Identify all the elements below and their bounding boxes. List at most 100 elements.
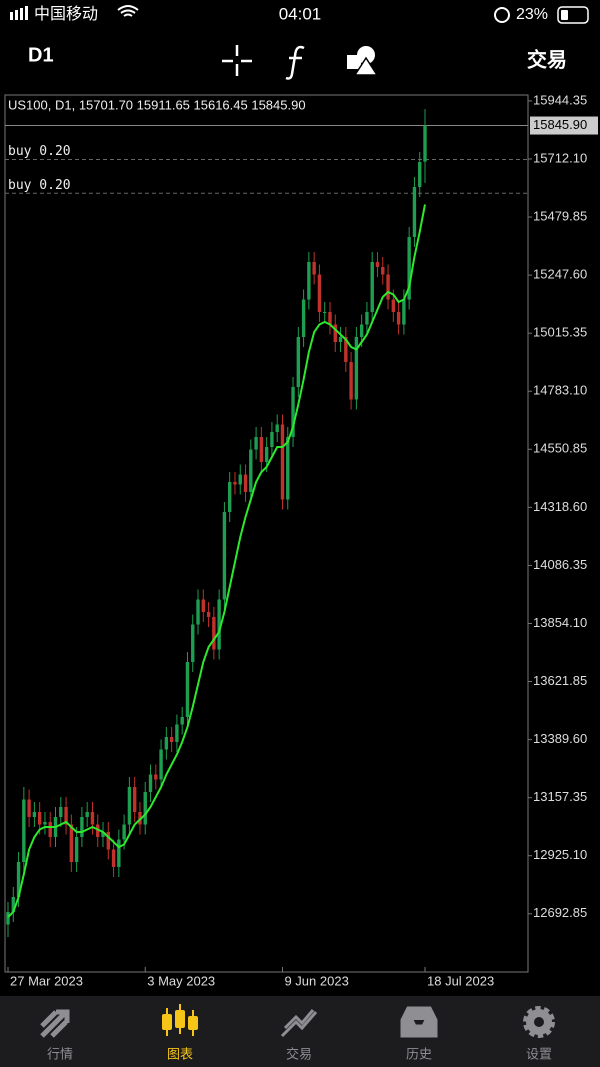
trade-button[interactable]: 交易 [527, 47, 567, 71]
candle-body [143, 792, 147, 825]
toolbar: D1 交易 [28, 44, 567, 80]
candle-body [301, 299, 306, 337]
crosshair-button[interactable] [222, 45, 252, 76]
plot-area: 15944.35 15712.10 15479.85 15247.60 15015.35… [5, 92, 598, 988]
tab-quotes[interactable]: 行情 [40, 1009, 73, 1061]
candle-body [164, 737, 169, 750]
tab-bar-background [0, 996, 600, 1067]
tab-label: 行情 [47, 1046, 73, 1061]
tab-trade[interactable]: 交易 [280, 1009, 318, 1061]
y-tick-label: 13621.85 [533, 673, 587, 688]
candle-body [154, 774, 158, 780]
order-label: buy 0.20 [8, 144, 71, 159]
candle-body [90, 812, 95, 825]
tab-label: 图表 [167, 1046, 193, 1061]
crosshair-icon [222, 45, 252, 76]
wifi-icon [117, 5, 139, 17]
candle-body [264, 447, 269, 462]
x-tick-label: 3 May 2023 [147, 973, 215, 988]
tab-label: 交易 [286, 1046, 312, 1061]
candle-body [418, 162, 422, 187]
signal-icon [15, 10, 18, 20]
candle-body [323, 312, 327, 313]
candle-body [148, 774, 153, 792]
candle-body [212, 617, 216, 650]
candle-body [227, 482, 232, 512]
plot-frame [4, 94, 529, 973]
candle-body [132, 787, 137, 812]
candle-body [338, 337, 343, 342]
y-tick-label: 15712.10 [533, 150, 587, 165]
candle-body [101, 832, 105, 837]
candle-body [27, 799, 31, 817]
candle-body [243, 474, 248, 492]
candle-body [196, 599, 200, 625]
status-bar: 中国移动 04:01 23% [10, 4, 589, 24]
candle-body [354, 337, 359, 400]
candle-body [259, 437, 264, 462]
timeframe-button[interactable]: D1 [28, 44, 54, 66]
y-tick-label: 15479.85 [533, 208, 587, 223]
carrier: 中国移动 [34, 5, 98, 23]
candle-body [344, 337, 348, 362]
chart-icon [175, 1010, 185, 1028]
candle-body [370, 262, 374, 312]
candle-body [217, 599, 221, 650]
y-tick-label: 15015.35 [533, 325, 587, 340]
candle-body [296, 337, 301, 387]
candle-body [48, 822, 52, 837]
chart-title: US100, D1, 15701.70 15911.65 15616.45 15… [8, 97, 306, 112]
candle-body [307, 262, 311, 300]
candle-body [6, 912, 10, 925]
candle-body [16, 862, 21, 897]
candle-body [206, 612, 211, 617]
candle-body [180, 717, 184, 725]
candle-body [122, 824, 126, 840]
tab-settings[interactable]: 设置 [523, 1006, 555, 1061]
chart-icon [188, 1016, 198, 1030]
tab-label: 历史 [406, 1046, 432, 1061]
triangle-icon [353, 56, 379, 76]
y-tick-label: 14086.35 [533, 557, 587, 572]
candle-body [32, 812, 37, 817]
trade-icon [280, 1009, 318, 1038]
circle-icon [357, 46, 375, 64]
battery-level [561, 10, 568, 20]
y-tick-label: 13389.60 [533, 731, 587, 746]
y-tick-label: 15944.35 [533, 92, 587, 107]
candle-body [412, 187, 417, 237]
signal-icon [25, 6, 28, 20]
y-tick-label: 12692.85 [533, 905, 587, 920]
indicator-button[interactable] [285, 45, 305, 80]
candle-body [359, 324, 364, 337]
candle-body [270, 432, 274, 447]
tab-bar: 行情 图表 交易 历史 设置 [0, 996, 600, 1067]
candle-body [381, 267, 385, 275]
candle-body [191, 624, 195, 662]
candle-body [280, 424, 285, 500]
tab-chart[interactable]: 图表 [162, 1004, 198, 1061]
x-tick-label: 18 Jul 2023 [427, 973, 494, 988]
order-label: buy 0.20 [8, 178, 71, 193]
current-price-tag [530, 116, 598, 135]
candle-body [85, 812, 89, 817]
candle-body [37, 812, 42, 825]
candle-body [333, 324, 337, 342]
objects-button[interactable] [347, 46, 379, 76]
candle-body [386, 274, 390, 300]
candle-body [396, 312, 401, 325]
candle-body [375, 262, 380, 267]
candle-body [254, 437, 258, 450]
candle-body [185, 662, 190, 717]
candle-body [391, 299, 396, 312]
candle-body [64, 807, 68, 825]
tab-history[interactable]: 历史 [400, 1006, 438, 1061]
clock: 04:01 [279, 4, 322, 23]
current-price-label: 15845.90 [533, 117, 587, 132]
x-tick-label: 9 Jun 2023 [284, 973, 348, 988]
candle-body [349, 362, 353, 400]
candle-body [317, 274, 322, 312]
